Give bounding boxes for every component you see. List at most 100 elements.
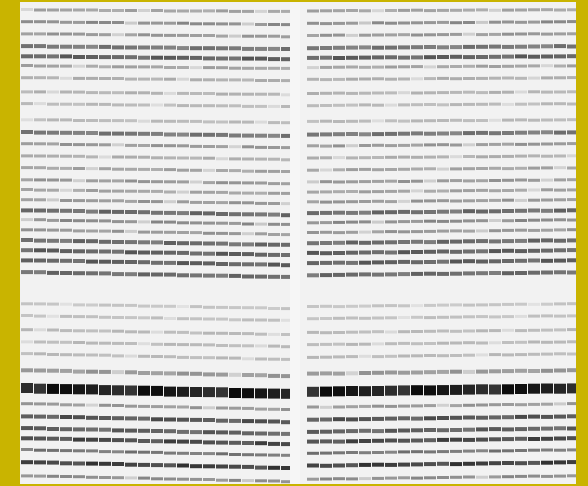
gel-band xyxy=(437,385,449,396)
gel-band xyxy=(216,418,228,423)
gel-band xyxy=(99,167,111,171)
gel-band xyxy=(203,261,215,266)
gel-band xyxy=(450,209,462,214)
gel-band xyxy=(502,118,514,122)
gel-band xyxy=(359,77,371,81)
gel-band xyxy=(554,166,566,170)
gel-band xyxy=(385,33,397,37)
gel-band xyxy=(437,329,449,333)
gel-band xyxy=(385,230,397,234)
gel-band xyxy=(268,419,280,424)
gel-band xyxy=(554,90,566,94)
gel-band xyxy=(203,418,215,422)
gel-band xyxy=(229,169,241,173)
gel-band xyxy=(528,448,540,452)
gel-band xyxy=(203,387,215,398)
gel-band xyxy=(359,451,371,455)
gel-band xyxy=(450,54,462,59)
gel-band xyxy=(177,77,189,81)
gel-band xyxy=(372,330,384,334)
gel-band xyxy=(138,144,150,147)
gel-band xyxy=(164,463,176,468)
gel-band xyxy=(515,449,527,452)
gel-band xyxy=(411,354,423,358)
gel-band xyxy=(424,179,436,183)
gel-band xyxy=(541,328,553,332)
gel-band xyxy=(346,371,358,376)
gel-band xyxy=(489,229,501,233)
gel-band xyxy=(567,102,576,106)
gel-band xyxy=(86,64,98,68)
gel-band xyxy=(333,463,345,468)
gel-band xyxy=(515,20,527,24)
gel-band xyxy=(60,228,72,232)
gel-band xyxy=(99,102,111,106)
gel-band xyxy=(385,330,397,334)
gel-band xyxy=(216,406,228,410)
gel-band xyxy=(242,34,254,38)
gel-band xyxy=(268,479,280,483)
gel-band xyxy=(112,316,124,319)
gel-band xyxy=(450,77,462,81)
gel-band xyxy=(177,104,189,108)
gel-band xyxy=(125,155,137,159)
gel-band xyxy=(34,20,46,24)
gel-band xyxy=(437,229,449,233)
gel-band xyxy=(138,371,150,375)
gel-band xyxy=(203,464,215,469)
gel-band xyxy=(424,9,436,13)
gel-band xyxy=(151,316,163,320)
gel-band xyxy=(450,90,462,94)
gel-band xyxy=(138,416,150,421)
gel-band xyxy=(255,407,267,411)
gel-band xyxy=(164,144,176,148)
gel-band xyxy=(99,385,111,396)
gel-band xyxy=(450,271,462,276)
gel-band xyxy=(450,384,462,395)
gel-band xyxy=(385,200,397,204)
gel-band xyxy=(151,220,163,224)
gel-band xyxy=(424,55,436,60)
gel-band xyxy=(476,33,488,37)
gel-band xyxy=(489,209,501,214)
gel-band xyxy=(216,231,228,235)
gel-band xyxy=(463,8,475,12)
gel-band xyxy=(281,233,293,237)
gel-band xyxy=(138,167,150,171)
gel-band xyxy=(554,198,566,202)
gel-band xyxy=(307,92,319,95)
gel-band xyxy=(47,166,59,170)
gel-band xyxy=(320,451,332,455)
gel-band xyxy=(515,178,527,182)
gel-band xyxy=(177,343,189,347)
gel-band xyxy=(60,44,72,49)
gel-band xyxy=(164,91,176,95)
gel-band xyxy=(73,20,85,24)
gel-band xyxy=(424,260,436,264)
gel-band xyxy=(528,302,540,306)
gel-band xyxy=(99,476,111,479)
gel-band xyxy=(125,9,137,12)
gel-band xyxy=(567,154,576,158)
gel-band xyxy=(138,189,150,193)
gel-band xyxy=(164,386,176,397)
gel-band xyxy=(112,179,124,183)
gel-band xyxy=(190,34,202,37)
gel-band xyxy=(489,475,501,479)
gel-band xyxy=(372,199,384,203)
gel-band xyxy=(21,258,33,263)
gel-band xyxy=(502,142,514,146)
gel-band xyxy=(99,229,111,233)
gel-band xyxy=(359,33,371,37)
gel-band xyxy=(151,91,163,95)
gel-band xyxy=(450,239,462,244)
gel-band xyxy=(47,198,59,202)
gel-band xyxy=(307,77,319,81)
gel-band xyxy=(268,157,280,161)
gel-band xyxy=(125,385,137,396)
gel-band xyxy=(151,371,163,376)
gel-band xyxy=(60,130,72,135)
gel-band xyxy=(463,55,475,60)
gel-band xyxy=(541,64,553,68)
gel-band xyxy=(268,431,280,436)
